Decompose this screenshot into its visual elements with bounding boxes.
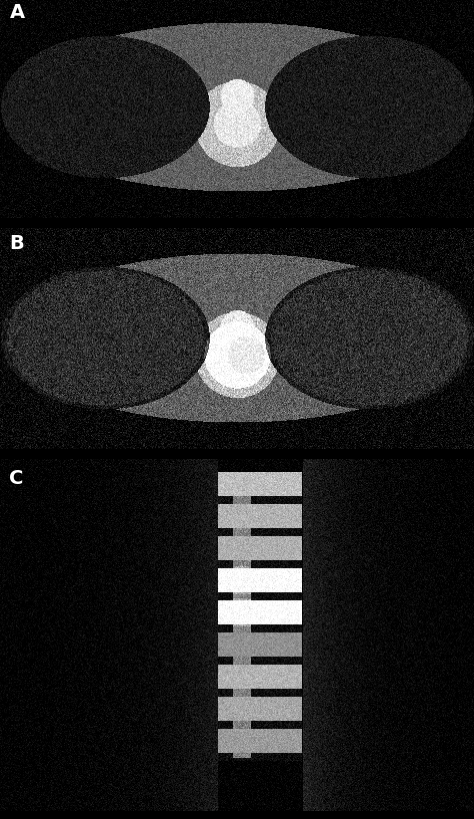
Text: B: B [9,234,24,253]
Text: A: A [9,3,25,22]
Text: C: C [9,469,24,488]
